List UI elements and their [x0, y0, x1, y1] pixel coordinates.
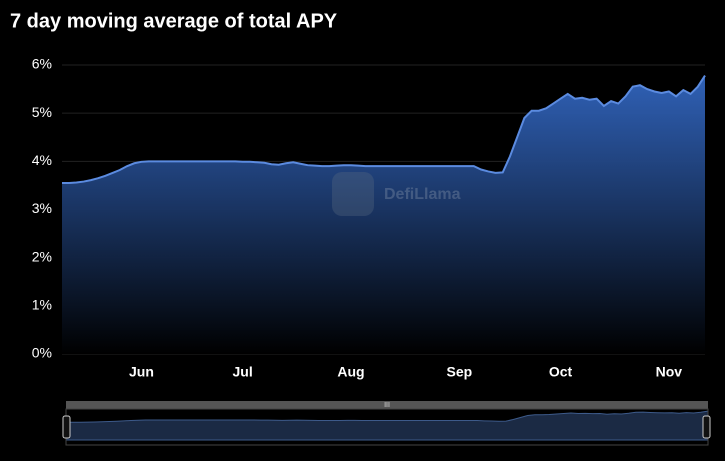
watermark-text: DefiLlama: [384, 186, 461, 203]
slider-handle-left[interactable]: [62, 415, 71, 439]
x-tick-label: Jul: [233, 364, 253, 380]
y-tick-label: 3%: [32, 200, 52, 216]
area-fill: [62, 75, 705, 354]
slider-grip: III: [384, 402, 390, 409]
x-tick-label: Nov: [656, 364, 683, 380]
x-tick-label: Oct: [549, 364, 573, 380]
x-tick-label: Jun: [129, 364, 154, 380]
y-tick-label: 5%: [32, 104, 52, 120]
y-tick-label: 4%: [32, 152, 52, 168]
y-tick-label: 6%: [32, 56, 52, 72]
overview-area: [65, 410, 709, 441]
x-tick-label: Aug: [337, 364, 364, 380]
y-tick-label: 1%: [32, 297, 52, 313]
slider-handle-right[interactable]: [702, 415, 711, 439]
slider-bar[interactable]: [66, 401, 708, 409]
x-tick-label: Sep: [447, 364, 473, 380]
line: [62, 75, 706, 185]
y-tick-label: 0%: [32, 345, 52, 361]
chart-title: 7 day moving average of total APY: [10, 10, 338, 32]
y-tick-label: 2%: [32, 248, 52, 264]
watermark: DefiLlama: [332, 172, 461, 216]
